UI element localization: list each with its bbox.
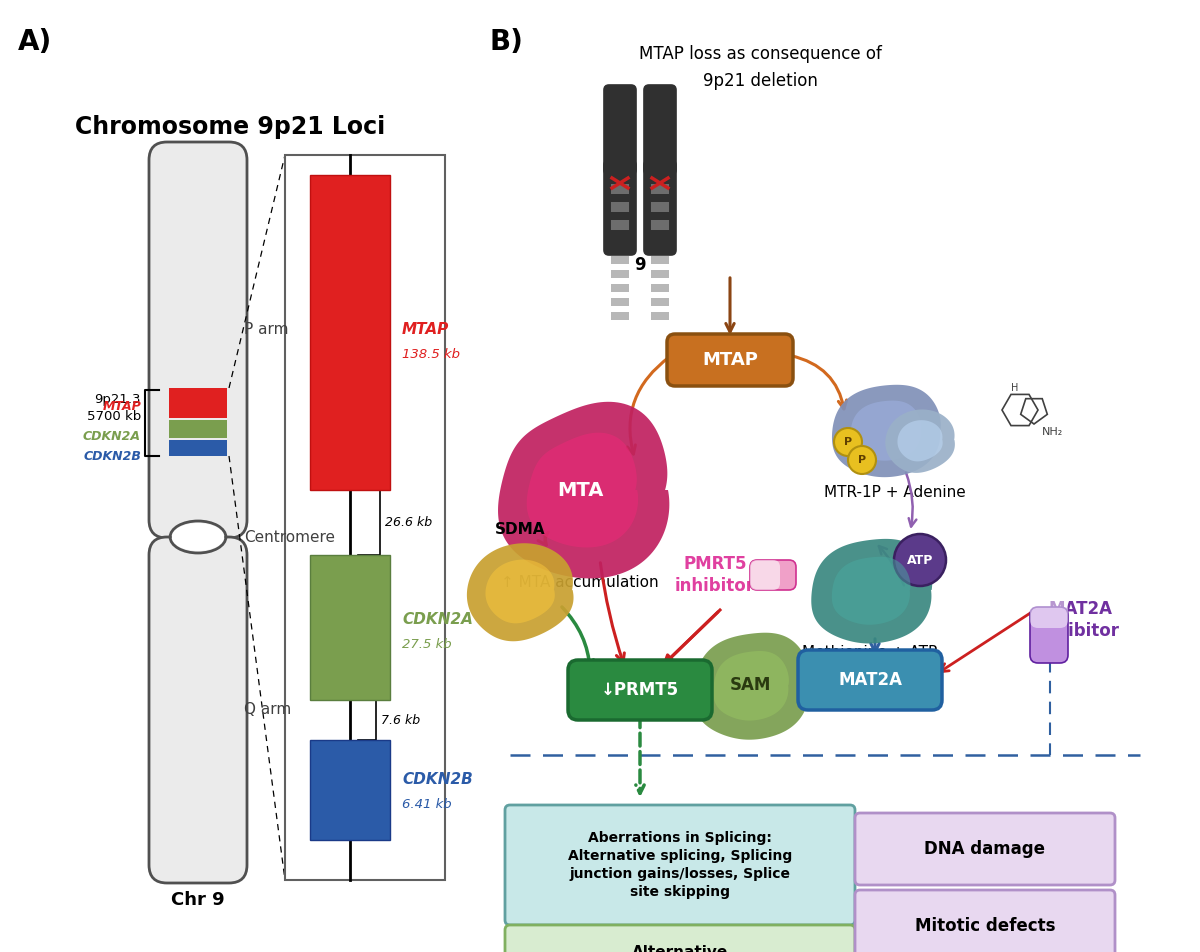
Polygon shape <box>851 401 922 461</box>
Circle shape <box>894 534 946 586</box>
Text: 27.5 kb: 27.5 kb <box>402 639 451 651</box>
Bar <box>310 555 390 700</box>
Text: ATP: ATP <box>907 553 934 566</box>
Text: Chromosome 9p21 Loci: Chromosome 9p21 Loci <box>74 115 385 139</box>
Bar <box>611 220 629 230</box>
Text: CDKN2B: CDKN2B <box>402 772 473 787</box>
Circle shape <box>834 428 862 456</box>
Bar <box>169 440 227 456</box>
Polygon shape <box>694 633 810 740</box>
FancyBboxPatch shape <box>604 160 636 255</box>
Text: CDKN2A: CDKN2A <box>83 429 142 443</box>
Text: CDKN2B: CDKN2B <box>83 449 142 463</box>
Bar <box>611 184 629 194</box>
Text: MAT2A
inhibitor: MAT2A inhibitor <box>1040 600 1120 640</box>
Bar <box>611 256 629 264</box>
Ellipse shape <box>172 523 224 551</box>
FancyBboxPatch shape <box>644 160 676 255</box>
Text: MTAP: MTAP <box>702 351 758 369</box>
Text: P arm: P arm <box>244 323 288 338</box>
Text: H: H <box>1012 383 1019 393</box>
Circle shape <box>848 446 876 474</box>
Text: SAM: SAM <box>730 676 770 694</box>
Text: B): B) <box>490 28 524 56</box>
Text: Chr 9: Chr 9 <box>172 891 224 909</box>
Bar <box>611 298 629 306</box>
Text: MTAP: MTAP <box>402 323 449 338</box>
FancyBboxPatch shape <box>798 650 942 710</box>
Text: MTAP: MTAP <box>102 400 142 412</box>
Text: P: P <box>858 455 866 465</box>
FancyBboxPatch shape <box>1030 592 1068 628</box>
FancyBboxPatch shape <box>604 85 636 175</box>
Text: 9: 9 <box>634 256 646 274</box>
Polygon shape <box>498 402 670 579</box>
Text: ↑ MTA accumulation: ↑ MTA accumulation <box>502 575 659 590</box>
Bar <box>650 256 670 264</box>
Polygon shape <box>832 385 941 477</box>
Bar <box>650 312 670 320</box>
Polygon shape <box>467 544 574 642</box>
Text: CDKN2A: CDKN2A <box>402 612 473 627</box>
FancyBboxPatch shape <box>750 560 796 590</box>
Bar <box>286 155 445 880</box>
Bar <box>169 420 227 438</box>
Bar <box>650 270 670 278</box>
Bar <box>310 740 390 840</box>
Text: A): A) <box>18 28 53 56</box>
FancyBboxPatch shape <box>644 85 676 175</box>
Bar <box>611 270 629 278</box>
Text: MTR-1P + Adenine: MTR-1P + Adenine <box>824 485 966 500</box>
Text: MTA: MTA <box>557 481 604 500</box>
Text: PMRT5
inhibitor: PMRT5 inhibitor <box>674 555 755 595</box>
Text: NH₂: NH₂ <box>1042 427 1063 437</box>
Text: 138.5 kb: 138.5 kb <box>402 348 460 362</box>
FancyBboxPatch shape <box>149 537 247 883</box>
FancyBboxPatch shape <box>854 813 1115 885</box>
Polygon shape <box>527 432 638 547</box>
Text: 9p21 deletion: 9p21 deletion <box>702 72 817 90</box>
Bar <box>650 202 670 212</box>
Bar <box>169 388 227 418</box>
FancyBboxPatch shape <box>149 142 247 538</box>
Polygon shape <box>898 420 943 462</box>
FancyBboxPatch shape <box>505 805 854 925</box>
Text: P: P <box>844 437 852 447</box>
Polygon shape <box>713 651 788 721</box>
Text: ↓PRMT5: ↓PRMT5 <box>601 681 679 699</box>
Text: 9p21.3: 9p21.3 <box>95 393 142 407</box>
Text: Mitotic defects: Mitotic defects <box>914 917 1055 935</box>
Text: SDMA: SDMA <box>494 523 545 538</box>
Bar <box>650 184 670 194</box>
Bar <box>650 284 670 292</box>
Text: 5700 kb: 5700 kb <box>86 410 142 424</box>
Text: DNA damage: DNA damage <box>924 840 1045 858</box>
Text: 7.6 kb: 7.6 kb <box>382 713 420 726</box>
FancyBboxPatch shape <box>1030 607 1068 663</box>
FancyBboxPatch shape <box>568 660 712 720</box>
FancyBboxPatch shape <box>505 925 854 952</box>
Bar <box>310 175 390 490</box>
Bar <box>611 312 629 320</box>
Text: MTAP loss as consequence of: MTAP loss as consequence of <box>638 45 882 63</box>
Text: 6.41 kb: 6.41 kb <box>402 799 451 811</box>
Polygon shape <box>486 560 554 624</box>
Bar <box>650 298 670 306</box>
Polygon shape <box>886 409 955 473</box>
Text: Methionine + ATP: Methionine + ATP <box>803 645 937 660</box>
Text: MAT2A: MAT2A <box>838 671 902 689</box>
FancyBboxPatch shape <box>750 560 780 590</box>
Text: 26.6 kb: 26.6 kb <box>385 515 432 528</box>
Bar <box>650 220 670 230</box>
Bar <box>611 202 629 212</box>
Polygon shape <box>811 539 932 644</box>
Polygon shape <box>832 557 911 625</box>
Bar <box>611 284 629 292</box>
Text: Q arm: Q arm <box>244 703 292 718</box>
Text: Centromere: Centromere <box>244 529 335 545</box>
FancyBboxPatch shape <box>667 334 793 386</box>
Text: Alternative
Polyadenylation: Alternative Polyadenylation <box>611 945 749 952</box>
Text: Aberrations in Splicing:
Alternative splicing, Splicing
junction gains/losses, S: Aberrations in Splicing: Alternative spl… <box>568 831 792 899</box>
FancyBboxPatch shape <box>854 890 1115 952</box>
